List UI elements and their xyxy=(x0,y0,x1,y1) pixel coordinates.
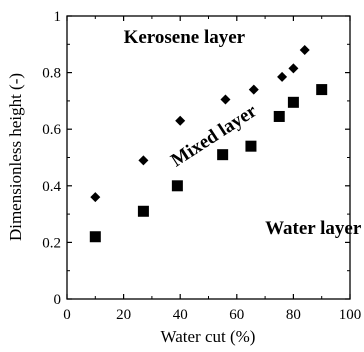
y-tick-label: 0.4 xyxy=(42,179,61,195)
x-tick-label: 60 xyxy=(229,307,244,323)
region-label: Water layer xyxy=(265,218,362,239)
diamond-point xyxy=(248,84,259,95)
square-point xyxy=(217,149,229,161)
x-tick-label: 20 xyxy=(116,307,131,323)
diamond-point xyxy=(175,115,186,126)
axis-tick-labels: 0 20 40 60 80 100 0 0.2 0.4 0.6 0.8 1 xyxy=(42,9,361,323)
plot-frame xyxy=(66,15,351,300)
y-tick-label: 0.8 xyxy=(42,66,61,82)
square-point xyxy=(137,205,149,217)
x-tick-label: 80 xyxy=(286,307,301,323)
square-point xyxy=(287,96,299,108)
y-tick-label: 0.6 xyxy=(42,122,61,138)
square-point xyxy=(273,110,285,122)
diamond-point xyxy=(220,94,231,105)
diamond-point xyxy=(277,71,288,82)
x-tick-label: 0 xyxy=(63,307,71,323)
square-point xyxy=(316,84,328,96)
diamond-point xyxy=(288,63,299,74)
y-tick-label: 0.2 xyxy=(42,235,61,251)
square-point xyxy=(171,180,183,192)
x-axis-title: Water cut (%) xyxy=(161,327,256,346)
x-tick-label: 40 xyxy=(173,307,188,323)
square-point xyxy=(89,231,101,243)
y-axis-title: Dimensionless height (-) xyxy=(6,73,25,241)
diamond-point xyxy=(90,192,101,203)
square-point xyxy=(245,140,257,152)
x-tick-label: 100 xyxy=(339,307,362,323)
axis-ticks xyxy=(66,15,351,300)
y-tick-label: 0 xyxy=(54,292,62,308)
y-tick-label: 1 xyxy=(54,9,62,25)
diamond-point xyxy=(299,44,310,55)
region-label: Kerosene layer xyxy=(124,27,246,48)
region-label: Mixed layer xyxy=(167,100,261,171)
region-annotations: Kerosene layer Mixed layer Water layer xyxy=(124,27,362,239)
diamond-point xyxy=(138,155,149,166)
data-points xyxy=(89,44,328,243)
